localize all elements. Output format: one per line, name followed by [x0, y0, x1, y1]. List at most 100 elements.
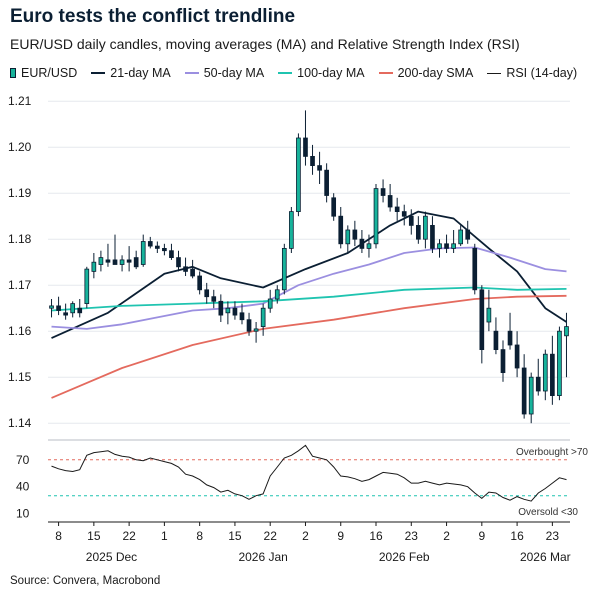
candle — [444, 234, 449, 253]
candle-body — [204, 289, 210, 298]
candle — [430, 216, 435, 253]
candle-body — [317, 165, 322, 171]
candle — [345, 225, 351, 253]
candle-body — [190, 268, 195, 277]
x-tick-label: 23 — [405, 529, 419, 543]
candle-body — [324, 169, 329, 196]
x-tick-label: 22 — [264, 529, 278, 543]
rsi-y-tick-label: 70 — [16, 453, 30, 467]
candle-body — [296, 137, 301, 212]
candle — [310, 144, 315, 175]
candle — [542, 349, 548, 401]
candle — [493, 317, 499, 355]
candle-body — [289, 211, 294, 249]
legend: EUR/USD 21-day MA 50-day MA 100-day MA 2… — [10, 66, 577, 80]
y-tick-label: 1.14 — [8, 416, 32, 430]
candle — [197, 271, 203, 295]
candle-body — [133, 257, 139, 268]
candle-body — [521, 367, 527, 415]
candle — [528, 372, 534, 424]
candle — [56, 296, 61, 316]
candle-body — [260, 307, 266, 328]
x-tick-label: 9 — [478, 529, 485, 543]
candle-body — [162, 247, 167, 252]
candle — [119, 255, 125, 272]
legend-item-21ma: 21-day MA — [91, 66, 171, 80]
candle-body — [444, 243, 449, 249]
candle-body — [401, 211, 407, 217]
candle — [437, 239, 442, 258]
y-tick-label: 1.21 — [8, 94, 32, 108]
candle — [352, 220, 358, 247]
candle-body — [380, 188, 386, 196]
candle — [63, 303, 68, 320]
legend-item-50ma: 50-day MA — [184, 66, 265, 80]
candle-body — [126, 259, 132, 263]
legend-item-rsi: RSI (14-day) — [487, 66, 577, 80]
line-swatch-icon — [487, 72, 502, 74]
candle-body — [84, 268, 90, 305]
series-line-rsi — [51, 444, 567, 502]
candle-body — [154, 245, 160, 249]
line-swatch-icon — [184, 72, 199, 74]
y-tick-label: 1.18 — [8, 232, 32, 246]
candle-body — [310, 155, 315, 166]
candle-body — [49, 305, 54, 309]
candle-body — [239, 312, 245, 321]
legend-item-200sma: 200-day SMA — [378, 66, 473, 80]
candle — [239, 303, 245, 325]
candle-body — [465, 229, 471, 240]
candle-body — [387, 195, 393, 208]
candle — [324, 163, 329, 203]
candle-body — [500, 349, 506, 374]
candle — [380, 179, 386, 203]
candle — [281, 243, 287, 295]
candle-body — [437, 243, 442, 249]
candle — [507, 312, 513, 350]
line-swatch-icon — [278, 72, 293, 74]
candle — [140, 234, 146, 267]
candle-body — [338, 215, 344, 245]
y-tick-label: 1.19 — [8, 186, 32, 200]
candle-body — [472, 247, 478, 291]
candle — [317, 151, 322, 184]
candle-body — [345, 229, 351, 245]
candle — [253, 322, 259, 343]
candle-body — [105, 259, 111, 263]
candle — [91, 253, 97, 279]
candle — [451, 230, 456, 253]
candle — [550, 335, 555, 405]
candle-body — [211, 296, 217, 302]
candle — [359, 230, 365, 253]
candle — [176, 250, 181, 272]
candle — [112, 234, 118, 265]
candle — [126, 246, 132, 272]
candle-body — [564, 326, 569, 337]
candle-body — [373, 188, 379, 245]
candle — [500, 340, 506, 382]
candle — [387, 184, 393, 212]
candle — [274, 285, 280, 304]
candle-body — [507, 330, 513, 346]
candle-body — [415, 224, 421, 240]
candle-body — [91, 261, 97, 272]
chart-title: Euro tests the conflict trendline — [10, 6, 296, 27]
candle-body — [331, 197, 337, 217]
candle-body — [423, 215, 428, 240]
candle — [514, 331, 520, 378]
candle — [147, 236, 153, 249]
candle — [408, 209, 414, 235]
candle — [394, 197, 400, 221]
x-tick-label: 16 — [369, 529, 383, 543]
x-tick-label: 15 — [228, 529, 242, 543]
candle — [133, 250, 139, 270]
y-tick-label: 1.20 — [8, 140, 32, 154]
legend-item-100ma: 100-day MA — [278, 66, 365, 80]
x-tick-label: 8 — [55, 529, 62, 543]
candle-body — [70, 303, 76, 314]
series-line-200-day-sma — [51, 294, 567, 399]
legend-label: 50-day MA — [203, 66, 265, 80]
candle-body — [394, 206, 400, 212]
candle-body — [535, 376, 541, 392]
candle — [232, 301, 238, 320]
